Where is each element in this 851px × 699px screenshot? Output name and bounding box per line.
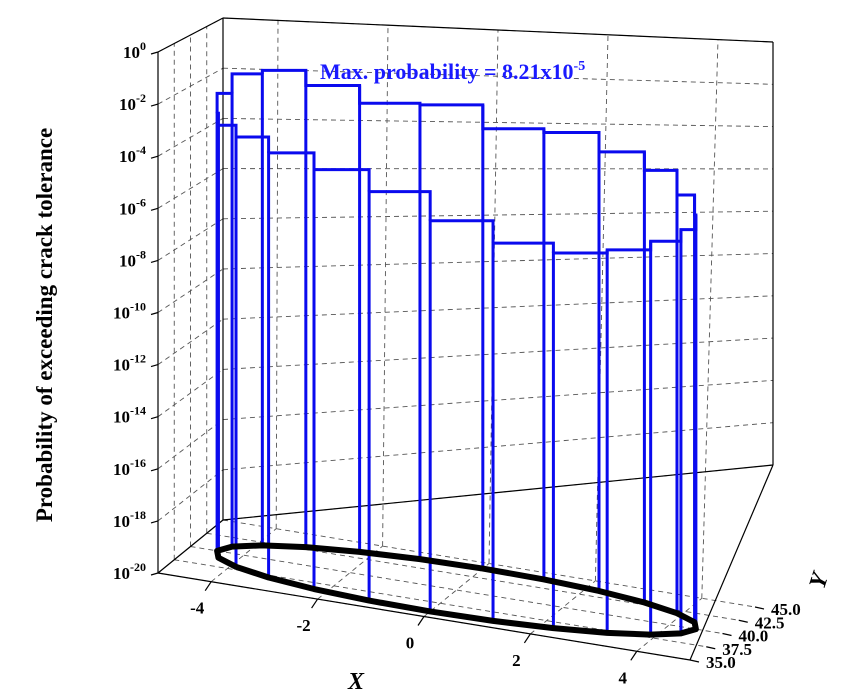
probability-stem	[358, 85, 422, 560]
side-wall-grid-line	[157, 469, 224, 522]
max-probability-annotation: Max. probability = 8.21x10-5	[320, 59, 585, 84]
z-tick-mark	[150, 51, 159, 55]
y-tick-labels: 35.037.540.042.545.0	[689, 600, 801, 672]
probability-stem	[312, 168, 371, 590]
probability-stem	[267, 151, 316, 578]
x-tick-mark	[630, 650, 638, 661]
max-probability-exponent: -5	[574, 59, 586, 74]
base-circle-path	[214, 542, 699, 638]
z-tick-label: 10-12	[113, 352, 146, 375]
back-wall-grid-line	[222, 67, 774, 85]
y-tick-mark	[738, 619, 748, 623]
z-tick-mark	[150, 311, 159, 316]
y-tick-mark	[754, 606, 765, 610]
base-circle	[214, 542, 699, 638]
z-tick-labels: 100 10-2 10-4 10-6 10-8 10-10 10-12 10-14 10-16 1…	[113, 39, 159, 583]
z-tick-mark	[150, 155, 159, 159]
probability-stem	[642, 151, 679, 614]
x-axis-title: X	[347, 669, 365, 695]
probability-stem	[679, 214, 698, 634]
probability-stem	[260, 68, 308, 548]
z-tick-label: 10-18	[113, 508, 146, 531]
probability-stem	[428, 219, 495, 612]
probability-stem	[418, 103, 485, 569]
floor-grid-line-y	[190, 546, 723, 634]
probability-stem	[230, 72, 264, 546]
back-wall-vertical-grid	[382, 25, 389, 547]
z-tick-mark	[150, 416, 159, 420]
x-tick-mark	[523, 633, 531, 644]
y-tick-label: 37.5	[722, 640, 752, 659]
x-tick-mark	[204, 581, 212, 592]
y-tick-mark	[689, 659, 700, 663]
z-tick-label: 10-2	[119, 91, 146, 114]
x-tick-mark	[311, 598, 319, 609]
x-tick-mark	[417, 616, 425, 626]
back-wall-grid-line	[222, 117, 774, 128]
z-tick-label: 10-10	[113, 300, 146, 323]
max-probability-text: Max. probability = 8.21x10	[320, 59, 574, 84]
z-tick-label: 10-16	[113, 456, 146, 479]
x-tick-label: -2	[297, 616, 311, 635]
axis-frame-line	[157, 17, 224, 53]
back-wall-vertical-grid	[275, 20, 279, 529]
y-tick-label: 40.0	[739, 627, 769, 646]
back-wall-vertical-grid	[488, 29, 499, 564]
z-tick-mark	[150, 468, 159, 472]
z-tick-mark	[150, 520, 159, 524]
side-wall-grid-line	[157, 318, 224, 365]
axis-frame-line	[689, 464, 774, 661]
probability-stem	[304, 70, 362, 552]
floor-grid-line-x	[423, 563, 490, 617]
z-tick-label: 10-14	[113, 404, 146, 427]
axis-frame-line	[222, 17, 774, 43]
x-tick-label: 4	[619, 668, 628, 687]
floor-grid-line-x	[636, 597, 703, 652]
back-wall-vertical-grid	[701, 39, 719, 599]
z-axis-title: Probability of exceeding crack tolerance	[32, 128, 57, 522]
x-tick-labels: -4 -2 0 2 4	[190, 581, 638, 687]
y-tick-mark	[722, 632, 732, 637]
probability-stem	[367, 190, 432, 601]
z-tick-label: 10-6	[119, 195, 146, 218]
probability-stem	[597, 132, 646, 603]
z-tick-label: 100	[123, 39, 146, 62]
y-axis-title: Y	[805, 568, 835, 592]
z-tick-mark	[150, 207, 159, 211]
floor-grid-line-x	[210, 528, 277, 583]
z-tick-mark	[150, 259, 159, 263]
y-tick-mark	[706, 646, 716, 650]
probability-stem	[234, 135, 271, 567]
z-tick-mark	[150, 572, 159, 576]
z-tick-label: 10-4	[119, 143, 146, 166]
probability-stem	[649, 229, 683, 635]
z-tick-label: 10-20	[113, 560, 146, 583]
stem-series	[215, 68, 698, 635]
probability-stem	[481, 104, 546, 580]
y-tick-label: 42.5	[755, 613, 785, 632]
probability-stem	[491, 241, 555, 621]
x-tick-label: 0	[406, 634, 415, 653]
z-tick-mark	[150, 103, 159, 107]
probability-stem	[215, 91, 234, 547]
probability-stem	[542, 128, 601, 591]
z-tick-mark	[150, 364, 159, 368]
x-tick-label: 2	[512, 651, 521, 670]
y-tick-label: 35.0	[706, 653, 736, 672]
x-tick-label: -4	[190, 599, 205, 618]
axis-frame-line	[157, 519, 224, 574]
side-wall-grid-line	[157, 168, 224, 209]
probability-stem	[216, 123, 238, 558]
z-tick-label: 10-8	[119, 247, 146, 270]
y-tick-label: 45.0	[771, 600, 801, 619]
probability-stem	[693, 195, 698, 630]
